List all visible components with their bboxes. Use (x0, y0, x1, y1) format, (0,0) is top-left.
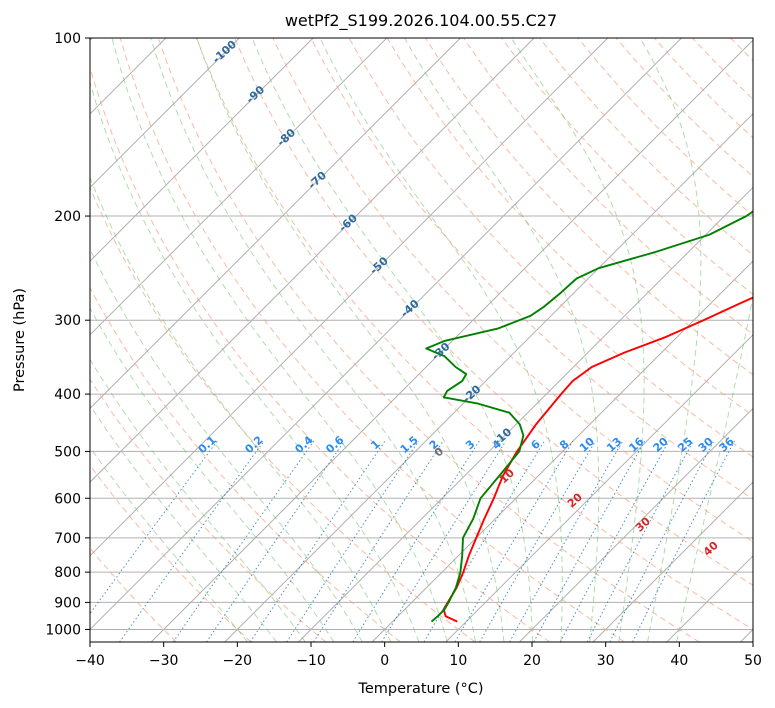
x-tick-label: −40 (75, 653, 105, 669)
dry-adiabat-line (310, 38, 753, 500)
dry-adiabat-line (501, 38, 753, 295)
dry-adiabat-line (234, 38, 753, 586)
y-tick-label: 1000 (45, 622, 81, 638)
dry-adiabat-line (90, 65, 551, 642)
skewed-isotherms (90, 38, 753, 642)
y-axis: 100 200 300 400 500 600 700 800 900 1000 (45, 31, 90, 638)
plot-area (90, 38, 753, 642)
dry-adiabat-line (157, 38, 700, 642)
mixing-ratio-line (509, 440, 624, 642)
moist-adiabat-line (150, 38, 476, 642)
moist-adiabat-line (90, 404, 277, 642)
mixing-ratio-line (313, 440, 444, 642)
moist-adiabat-line (90, 248, 363, 642)
mixing-ratio-line (423, 440, 545, 642)
x-tick-label: 30 (597, 653, 615, 669)
isotherm-line (150, 39, 753, 642)
isotherm-line (371, 260, 753, 642)
y-tick-label: 100 (54, 31, 81, 47)
x-axis-label: Temperature (°C) (357, 681, 483, 697)
x-tick-label: 0 (380, 653, 389, 669)
moist-adiabat-line (90, 176, 392, 642)
mixing-ratio-line (533, 440, 646, 642)
x-tick-label: −10 (296, 653, 326, 669)
x-tick-label: 20 (523, 653, 541, 669)
y-axis-label: Pressure (hPa) (12, 288, 28, 392)
moist-adiabat-line (90, 446, 249, 642)
y-tick-label: 300 (54, 313, 81, 329)
moist-adiabat-line (676, 293, 753, 642)
dry-adiabat-line (272, 38, 753, 543)
moist-adiabat-line (111, 38, 448, 642)
x-tick-label: −20 (223, 653, 253, 669)
x-axis: −40 −30 −20 −10 0 10 20 30 40 50 (75, 642, 762, 669)
isotherm-line (90, 38, 461, 410)
x-tick-label: 40 (670, 653, 688, 669)
moist-adiabat-line (639, 38, 702, 642)
isotherm-line (90, 38, 535, 483)
dry-adiabat-line (90, 378, 327, 642)
moist-adiabat-line (90, 358, 306, 642)
temperature-profile (442, 296, 753, 623)
isotherm-line (90, 38, 682, 631)
moist-adiabats (90, 38, 753, 642)
mixing-ratio-line (249, 440, 386, 642)
y-tick-label: 900 (54, 595, 81, 611)
moist-adiabat-line (510, 38, 645, 642)
chart-title: wetPf2_S199.2026.104.00.55.C27 (285, 11, 557, 31)
mixing-ratio-line (479, 440, 596, 642)
mixing-ratio-line (352, 440, 480, 642)
moist-adiabat-line (90, 307, 335, 642)
y-tick-label: 400 (54, 387, 81, 403)
isotherm-line (90, 38, 240, 189)
mixing-ratio-line (381, 440, 507, 642)
y-tick-label: 500 (54, 444, 81, 460)
sounding-profiles (425, 210, 753, 623)
moist-adiabat-line (404, 38, 600, 642)
y-tick-label: 700 (54, 531, 81, 547)
isotherm-line (90, 38, 609, 557)
mixing-ratio-lines (90, 440, 735, 642)
moist-adiabat-line (90, 80, 420, 642)
dewpoint-profile (425, 210, 753, 623)
isotherm-line (519, 407, 753, 642)
mixing-ratio-line (632, 440, 735, 642)
y-tick-label: 600 (54, 491, 81, 507)
moist-adiabat-line (196, 38, 505, 642)
isotherm-line (445, 334, 753, 642)
dry-adiabat-line (90, 464, 252, 642)
dry-adiabats (90, 38, 753, 642)
mixing-ratio-line (286, 440, 420, 642)
isotherm-line (90, 38, 388, 336)
moist-adiabat-line (251, 38, 533, 642)
mixing-ratio-line (205, 440, 346, 642)
isotherm-line (90, 38, 314, 262)
mixing-ratio-line (172, 440, 315, 642)
isotherm-line (592, 481, 753, 642)
x-tick-label: −30 (149, 653, 179, 669)
mixing-ratio-line (90, 440, 218, 615)
y-tick-label: 200 (54, 209, 81, 225)
moist-adiabat-line (319, 38, 563, 642)
plot-frame (89, 37, 754, 643)
x-tick-label: 10 (449, 653, 467, 669)
y-tick-label: 800 (54, 565, 81, 581)
dry-adiabat-line (463, 38, 753, 335)
dry-adiabat-line (196, 38, 753, 631)
x-tick-label: 50 (744, 653, 762, 669)
isotherm-line (224, 113, 753, 642)
mixing-ratio-line (454, 440, 574, 642)
